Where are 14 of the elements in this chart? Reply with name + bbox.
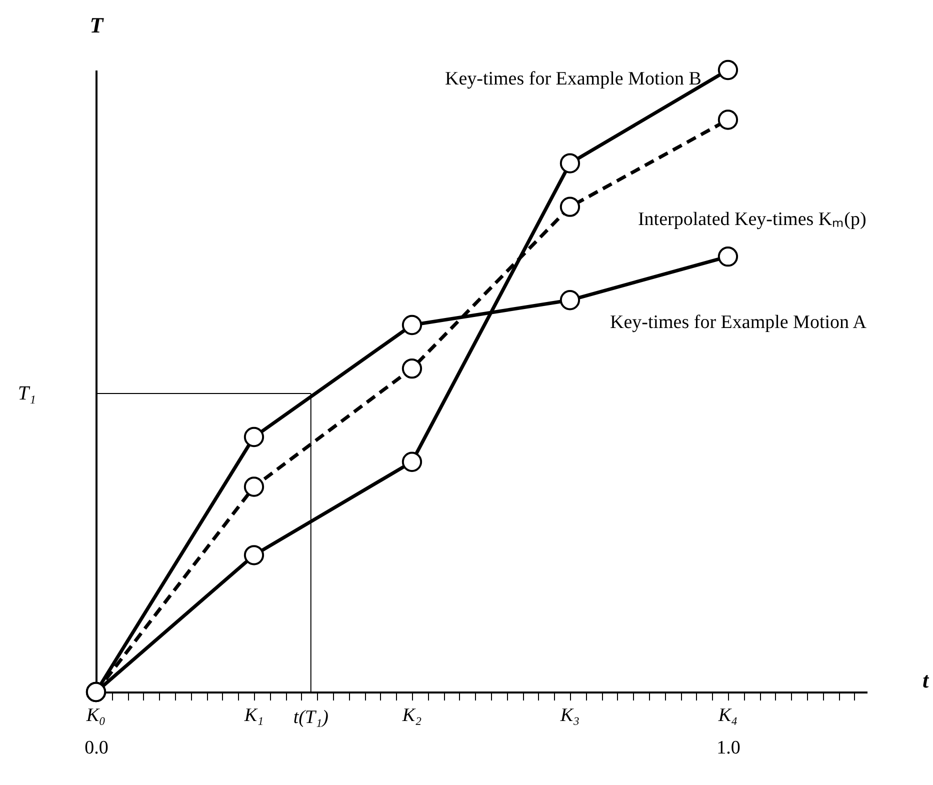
ref-line-label: t(T₁) bbox=[293, 707, 328, 728]
x-axis-title: t bbox=[922, 668, 930, 692]
x-tick-label: 0.0 bbox=[84, 738, 108, 758]
x-tick-label: 1.0 bbox=[716, 738, 740, 758]
text: K₂ bbox=[401, 705, 422, 726]
series-label: Key-times for Example Motion A bbox=[610, 312, 867, 334]
y-axis-title: T bbox=[90, 12, 105, 38]
text: K₁ bbox=[243, 705, 264, 726]
text: K₀ bbox=[85, 705, 106, 726]
ref-line-label: T₁ bbox=[18, 382, 36, 404]
series-label: Key-times for Example Motion B bbox=[444, 68, 702, 90]
series-label: Interpolated Key-times Kₘ(p) bbox=[638, 208, 866, 230]
text: K₃ bbox=[559, 705, 580, 726]
text: K₄ bbox=[717, 705, 738, 726]
